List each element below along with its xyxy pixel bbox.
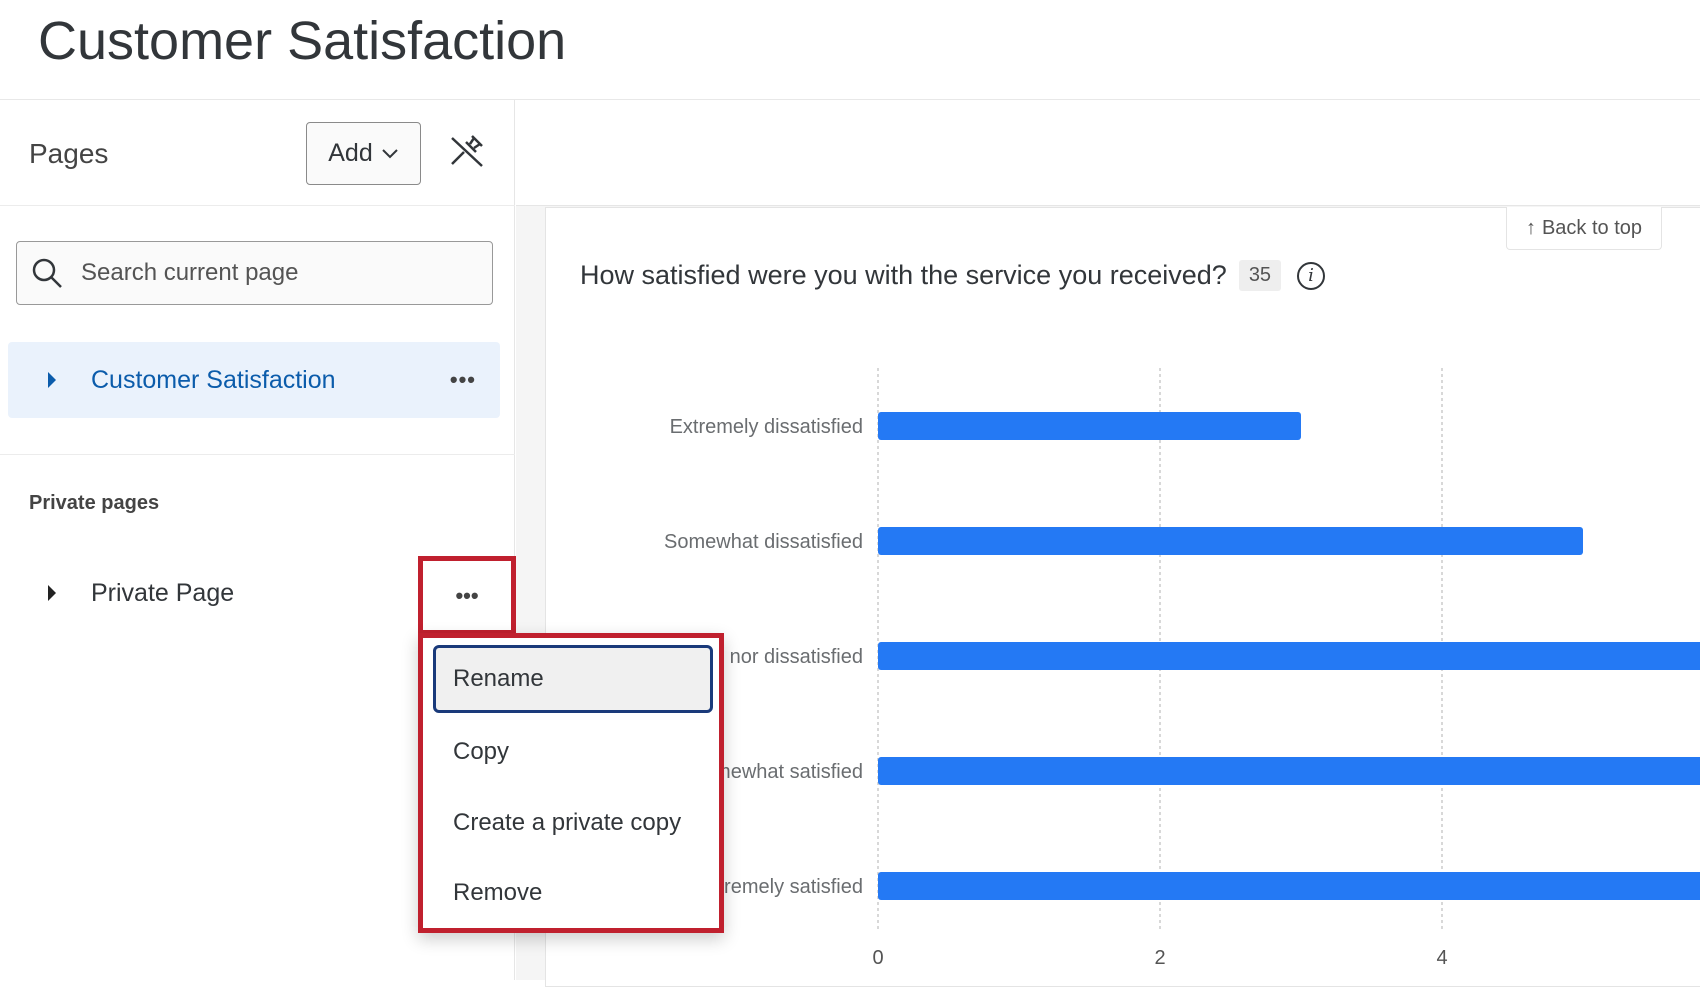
- sidebar-item-label: Customer Satisfaction: [91, 365, 336, 394]
- sidebar-item-private-page[interactable]: Private Page: [8, 560, 508, 626]
- sidebar-item-customer-satisfaction[interactable]: Customer Satisfaction •••: [8, 342, 500, 418]
- chart-card: [545, 207, 1700, 987]
- y-category-label: Extremely satisfied: [695, 876, 863, 898]
- add-button[interactable]: Add: [306, 122, 421, 185]
- bar-chart: 0 2 4 Extremely dissatisfied Somewhat dissat…: [581, 368, 1700, 969]
- menu-item-copy[interactable]: Copy: [453, 738, 510, 765]
- question-header: How satisfied were you with the service …: [580, 260, 1326, 291]
- unpin-icon[interactable]: [448, 130, 488, 170]
- search-placeholder: Search current page: [81, 259, 299, 286]
- chevron-right-icon[interactable]: [48, 372, 56, 388]
- info-icon[interactable]: i: [1297, 261, 1326, 290]
- y-category-label: Somewhat dissatisfied: [664, 531, 863, 553]
- question-text: How satisfied were you with the service …: [580, 260, 1227, 290]
- bar[interactable]: [878, 642, 1700, 670]
- back-to-top-label: Back to top: [1541, 216, 1643, 239]
- bar[interactable]: [878, 527, 1583, 555]
- more-options-icon: •••: [455, 582, 479, 608]
- back-to-top-button[interactable]: ↑ Back to top: [1506, 207, 1662, 250]
- chevron-right-icon[interactable]: [48, 585, 56, 601]
- more-options-button[interactable]: •••: [418, 556, 516, 635]
- y-category-label: Somewhat satisfied: [690, 761, 863, 783]
- x-tick-label: 2: [1154, 947, 1165, 969]
- context-menu: Rename Copy Create a private copy Remove: [418, 633, 724, 933]
- bar[interactable]: [878, 412, 1301, 440]
- divider: [0, 205, 515, 206]
- search-input[interactable]: Search current page: [16, 241, 493, 305]
- page-title: Customer Satisfaction: [38, 11, 567, 71]
- main-toolbar: [516, 100, 1700, 206]
- response-count-badge: 35: [1238, 260, 1282, 291]
- chevron-down-icon: [382, 148, 398, 158]
- add-label: Add: [328, 139, 373, 167]
- x-tick-label: 0: [872, 947, 883, 969]
- bar[interactable]: [878, 757, 1700, 785]
- menu-item-rename[interactable]: Rename: [433, 645, 713, 713]
- pages-heading: Pages: [29, 138, 109, 169]
- menu-item-create-private-copy[interactable]: Create a private copy: [453, 809, 682, 836]
- more-options-icon[interactable]: •••: [449, 367, 476, 392]
- menu-item-remove[interactable]: Remove: [453, 879, 543, 906]
- sidebar-item-label: Private Page: [91, 578, 235, 607]
- x-tick-label: 4: [1436, 947, 1447, 969]
- search-icon: [32, 258, 62, 288]
- private-pages-heading: Private pages: [29, 492, 160, 514]
- divider: [0, 99, 1700, 100]
- divider: [0, 454, 515, 455]
- y-category-label: Extremely dissatisfied: [670, 416, 863, 438]
- bar[interactable]: [878, 872, 1700, 900]
- arrow-up-icon: ↑: [1525, 216, 1536, 239]
